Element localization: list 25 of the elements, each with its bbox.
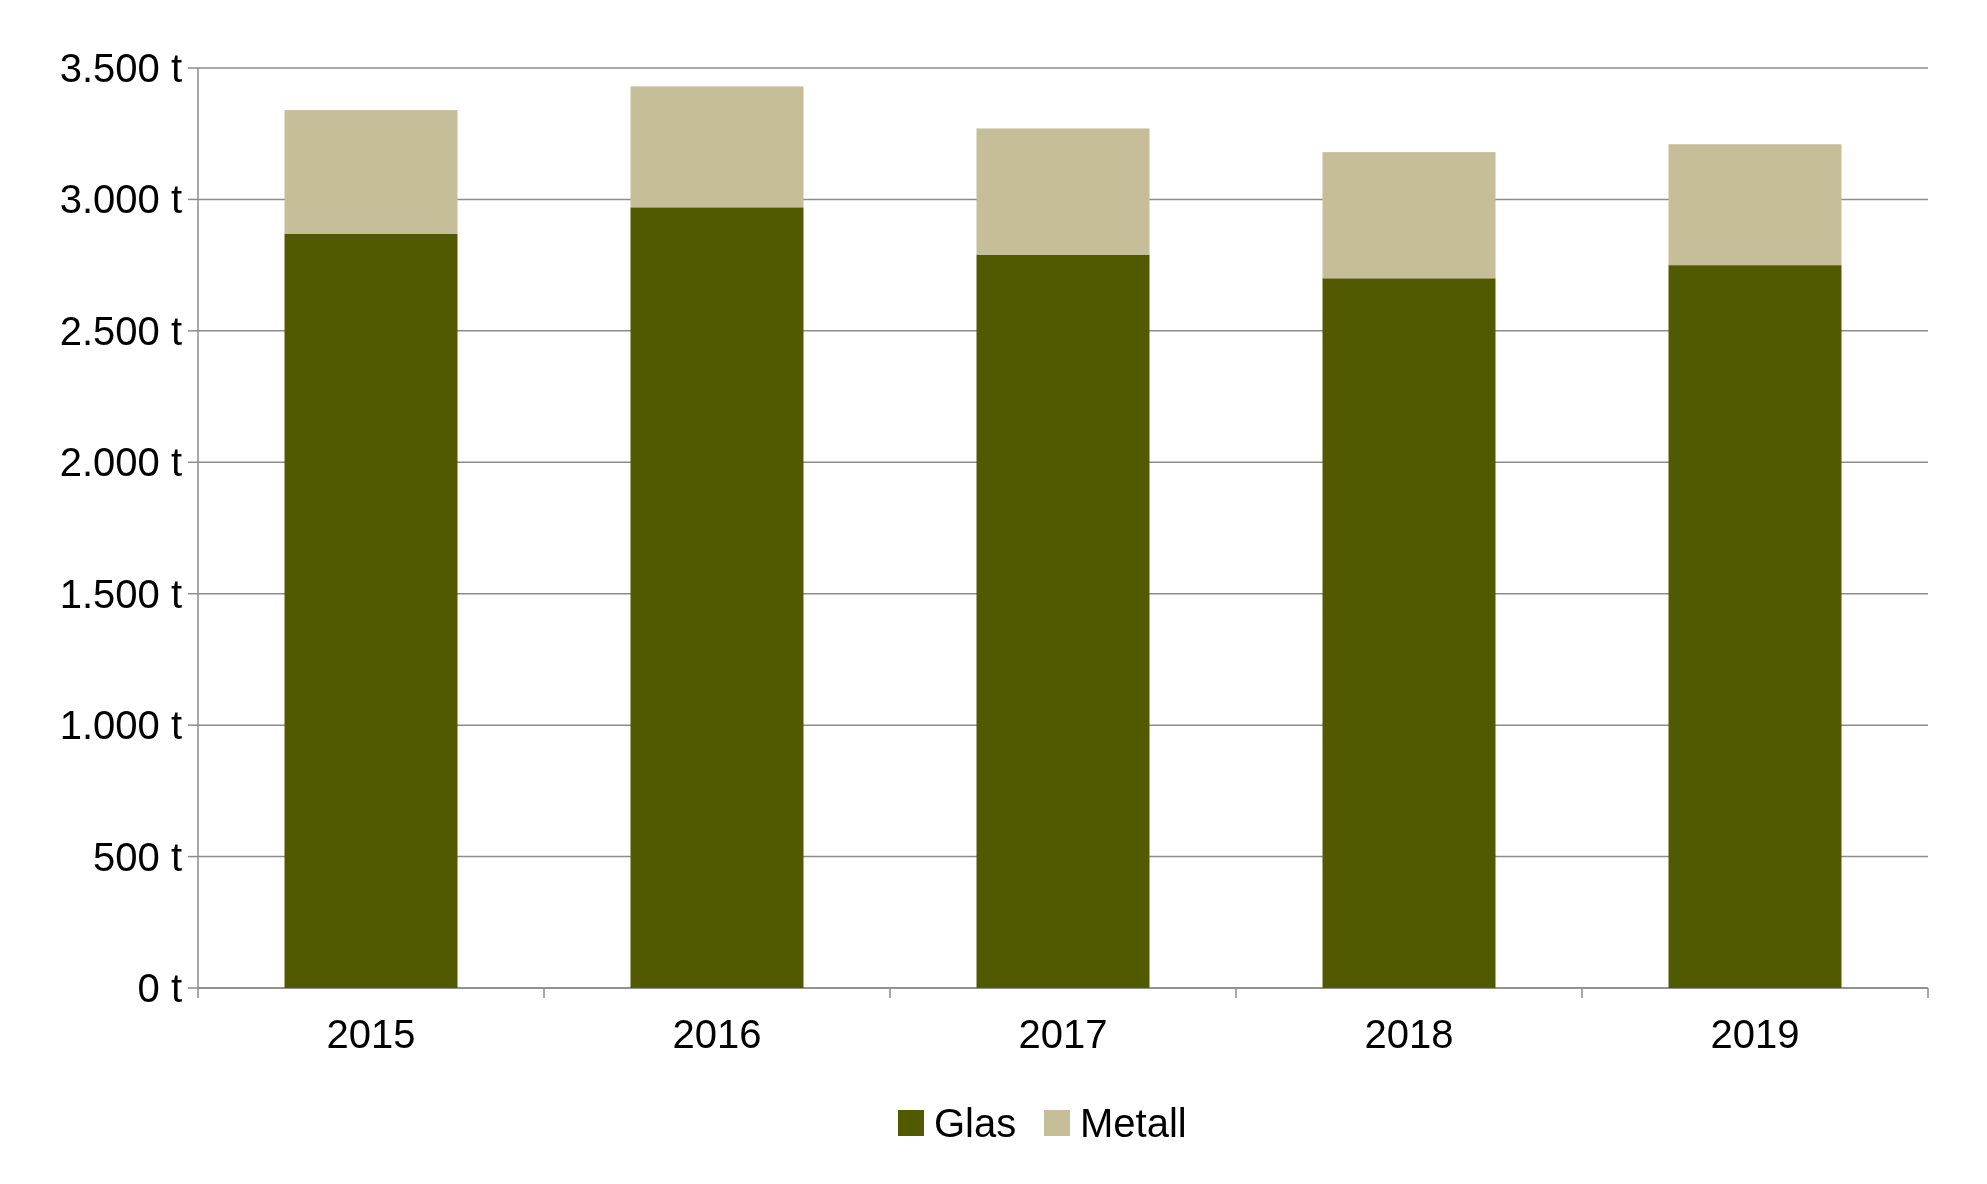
- bar: [1668, 144, 1842, 266]
- bar: [976, 128, 1150, 255]
- bar: [284, 110, 458, 234]
- y-tick-label: 1.500 t: [59, 571, 182, 616]
- y-tick-label: 0 t: [137, 966, 182, 1010]
- legend-label: Metall: [1080, 1101, 1187, 1145]
- bar: [1668, 265, 1842, 988]
- x-tick-label: 2019: [1710, 1012, 1800, 1056]
- bar: [630, 86, 804, 208]
- x-tick-label: 2016: [672, 1012, 762, 1056]
- bar: [1322, 152, 1496, 279]
- y-tick-label: 1.000 t: [59, 703, 182, 748]
- bar: [976, 254, 1150, 988]
- bar: [284, 233, 458, 988]
- y-tick-label: 2.500 t: [59, 308, 182, 353]
- y-tick-label: 2.000 t: [59, 440, 182, 485]
- x-tick-label: 2015: [326, 1012, 416, 1056]
- y-tick-label: 3.000 t: [59, 177, 182, 222]
- y-tick-label: 500 t: [93, 834, 182, 879]
- legend-label: Glas: [934, 1101, 1017, 1145]
- y-tick-label: 3.500 t: [59, 46, 182, 90]
- x-tick-label: 2017: [1018, 1012, 1108, 1056]
- x-tick-label: 2018: [1364, 1012, 1454, 1056]
- bar: [630, 207, 804, 988]
- bar: [1322, 278, 1496, 988]
